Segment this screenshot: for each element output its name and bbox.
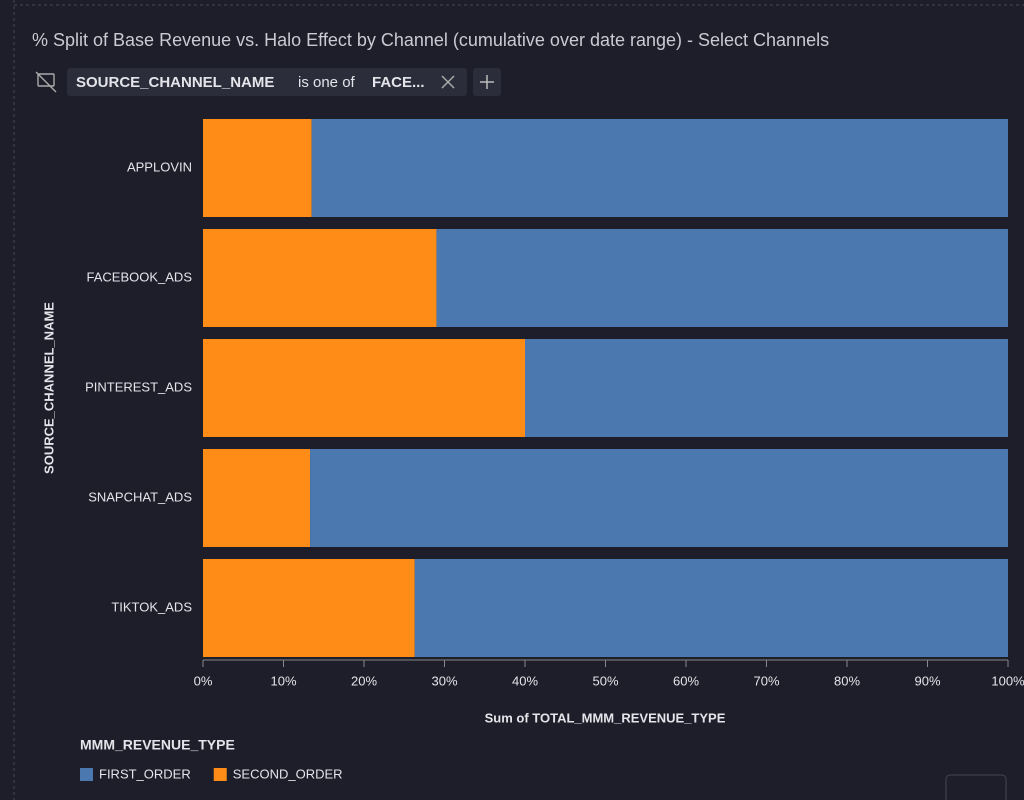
bar-segment <box>436 229 1008 327</box>
y-tick-label: SNAPCHAT_ADS <box>88 489 192 504</box>
bar-segment <box>203 229 437 327</box>
x-tick-label: 90% <box>914 673 940 688</box>
filter-icon-shape <box>37 73 55 87</box>
bar-segment <box>203 449 311 547</box>
legend-swatch <box>213 768 227 781</box>
filter-field: SOURCE_CHANNEL_NAME <box>76 74 274 91</box>
x-axis-title: Sum of TOTAL_MMM_REVENUE_TYPE <box>485 710 726 725</box>
y-axis-title: SOURCE_CHANNEL_NAME <box>41 302 56 474</box>
legend-label: FIRST_ORDER <box>99 766 191 781</box>
y-tick-label: TIKTOK_ADS <box>111 599 192 614</box>
bar-segment <box>525 339 1008 437</box>
x-tick-label: 80% <box>834 673 860 688</box>
filter-value: FACE... <box>372 74 425 91</box>
y-tick-label: PINTEREST_ADS <box>85 379 192 394</box>
legend-title: MMM_REVENUE_TYPE <box>80 737 235 753</box>
x-tick-label: 30% <box>431 673 457 688</box>
bar-segment <box>203 119 312 217</box>
chart-title: % Split of Base Revenue vs. Halo Effect … <box>32 30 829 50</box>
corner-button[interactable] <box>945 774 1007 800</box>
x-tick-label: 40% <box>512 673 538 688</box>
y-tick-label: FACEBOOK_ADS <box>87 269 193 284</box>
y-tick-label: APPLOVIN <box>127 159 192 174</box>
bar-segment <box>203 559 415 657</box>
x-tick-label: 0% <box>194 673 213 688</box>
legend-label: SECOND_ORDER <box>233 766 343 781</box>
close-icon <box>441 75 455 89</box>
bar-segment <box>203 339 525 437</box>
x-tick-label: 50% <box>592 673 618 688</box>
filter-operator: is one of <box>298 74 356 91</box>
legend-swatch <box>80 768 93 781</box>
x-tick-label: 70% <box>753 673 779 688</box>
filter-icon-shape <box>35 71 57 93</box>
x-tick-label: 100% <box>991 673 1024 688</box>
filter-chip[interactable] <box>67 68 467 96</box>
x-tick-label: 60% <box>673 673 699 688</box>
bar-segment <box>311 119 1008 217</box>
filter-remove[interactable] <box>441 75 455 89</box>
bar-segment <box>310 449 1008 547</box>
filter-icon[interactable] <box>35 71 57 93</box>
x-tick-label: 20% <box>351 673 377 688</box>
bar-segment <box>414 559 1009 657</box>
x-tick-label: 10% <box>270 673 296 688</box>
